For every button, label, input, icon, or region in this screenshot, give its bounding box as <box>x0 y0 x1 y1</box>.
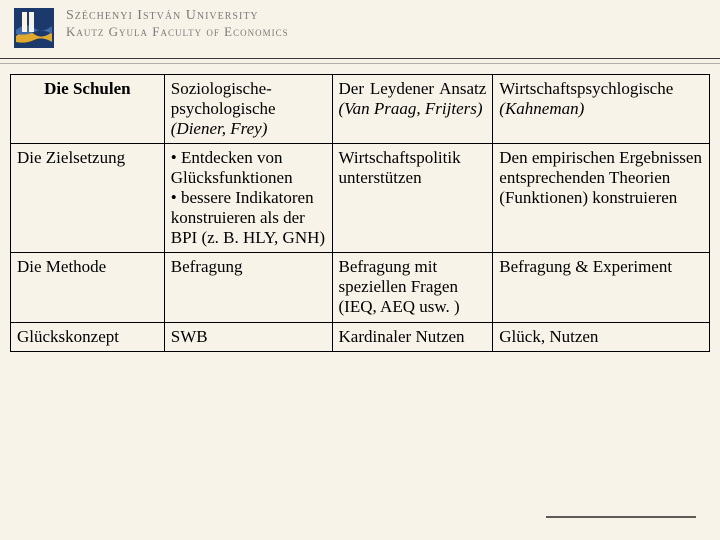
university-name: Széchenyi István University Kautz Gyula … <box>66 8 289 40</box>
table-cell: • Entdecken von Glücksfunktionen• besser… <box>164 144 332 253</box>
col-header-0: Soziologische-psychologische (Diener, Fr… <box>164 75 332 144</box>
schools-table: Die Schulen Soziologische-psychologische… <box>10 74 710 352</box>
university-line1: Széchenyi István University <box>66 8 289 24</box>
table-cell: Wirtschaftspolitik unterstützen <box>332 144 493 253</box>
header-rule-bottom <box>0 63 720 64</box>
table-cell: Glück, Nutzen <box>493 322 710 351</box>
table-cell: Befragung <box>164 253 332 322</box>
row-label: Glückskonzept <box>11 322 165 351</box>
table-row: Die Zielsetzung • Entdecken von Glücksfu… <box>11 144 710 253</box>
table-row: Die Methode Befragung Befragung mit spez… <box>11 253 710 322</box>
slide-header: Széchenyi István University Kautz Gyula … <box>0 0 720 58</box>
content-area: Die Schulen Soziologische-psychologische… <box>0 74 720 352</box>
table-cell: SWB <box>164 322 332 351</box>
footer-rule <box>546 516 696 518</box>
row-label: Die Zielsetzung <box>11 144 165 253</box>
table-cell: Kardinaler Nutzen <box>332 322 493 351</box>
row-label: Die Methode <box>11 253 165 322</box>
table-header-row: Die Schulen Soziologische-psychologische… <box>11 75 710 144</box>
header-cell-main: Die Schulen <box>11 75 165 144</box>
table-row: Glückskonzept SWB Kardinaler Nutzen Glüc… <box>11 322 710 351</box>
col-header-1: Der Leydener Ansatz (Van Praag, Frijters… <box>332 75 493 144</box>
table-cell: Den empirischen Ergebnissen entsprechend… <box>493 144 710 253</box>
table-cell: Befragung & Experiment <box>493 253 710 322</box>
header-rule-top <box>0 58 720 59</box>
table-cell: Befragung mit speziellen Fragen (IEQ, AE… <box>332 253 493 322</box>
col-header-2: Wirtschaftspsychlogische (Kahneman) <box>493 75 710 144</box>
university-line2: Kautz Gyula Faculty of Economics <box>66 24 289 40</box>
university-logo <box>14 8 54 48</box>
